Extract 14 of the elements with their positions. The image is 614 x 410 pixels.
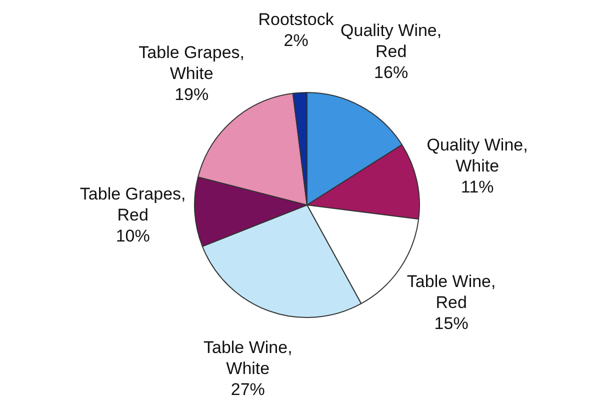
data-label: 16%	[374, 62, 408, 82]
data-label: 10%	[116, 226, 150, 246]
slice-label: Table Wine, Red	[406, 272, 496, 312]
slice-label: Table Grapes, White	[138, 42, 245, 83]
data-label: 11%	[460, 178, 494, 197]
slice-label: Table Wine, White	[203, 338, 292, 378]
data-label: 27%	[230, 380, 265, 399]
data-label: 2%	[284, 31, 308, 50]
slice-label: Quality Wine, Red	[340, 20, 442, 61]
slice-label: Rootstock	[258, 10, 334, 30]
data-label: 19%	[174, 84, 209, 104]
slice-label: Table Grapes, Red	[80, 184, 186, 225]
slice-label: Quality Wine, White	[426, 136, 528, 176]
data-label: 15%	[434, 314, 468, 333]
